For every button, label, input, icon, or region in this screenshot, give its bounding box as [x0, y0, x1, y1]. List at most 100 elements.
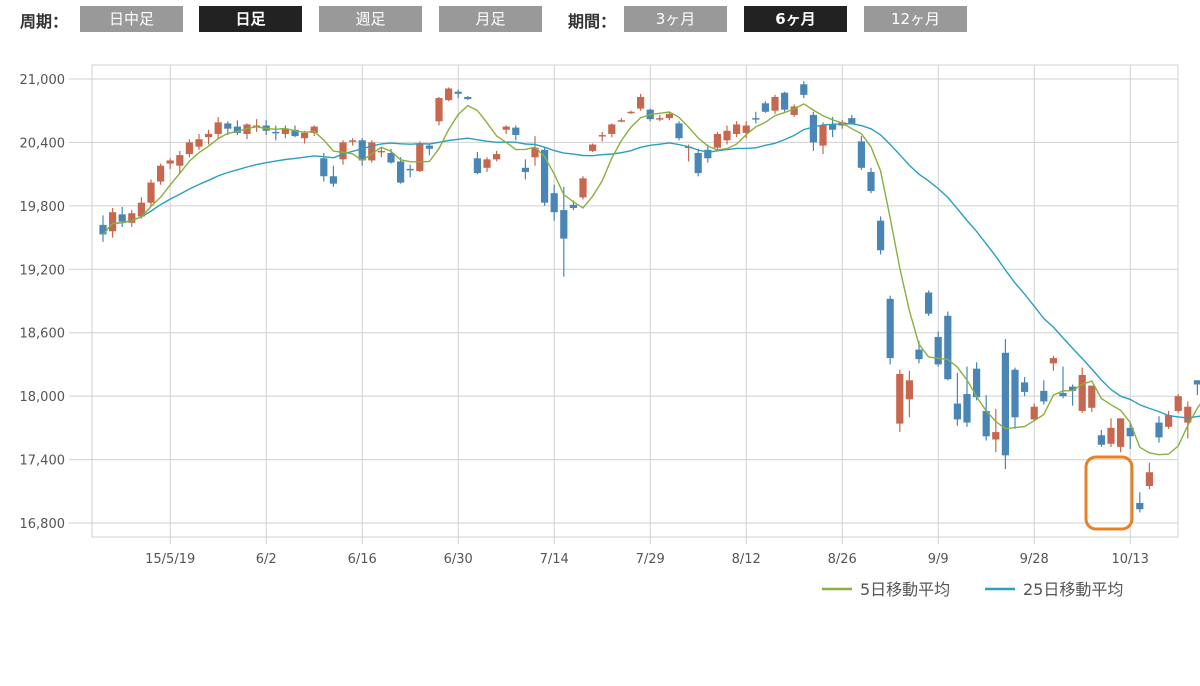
candle: [752, 111, 760, 124]
candle: [867, 167, 875, 194]
candle-body: [733, 124, 741, 134]
legend-ma25-label: 25日移動平均: [1023, 580, 1123, 599]
candle: [358, 138, 366, 166]
candle-body: [1117, 418, 1125, 447]
period-button-monthly[interactable]: 月足: [439, 6, 542, 32]
candle-body: [1097, 435, 1105, 445]
candle-body: [1088, 385, 1096, 408]
candle-body: [185, 142, 193, 155]
candle-body: [281, 128, 289, 134]
range-button-3m[interactable]: 3ヶ月: [624, 6, 727, 32]
candle-body: [1193, 380, 1200, 385]
candle-body: [1107, 427, 1115, 444]
candle-body: [829, 124, 837, 130]
candle: [1030, 403, 1038, 422]
period-button-daily[interactable]: 日足: [199, 6, 302, 32]
candle: [656, 114, 664, 122]
candle: [473, 151, 481, 175]
candle-body: [569, 204, 577, 208]
candle-body: [761, 103, 769, 112]
candle: [406, 164, 414, 178]
x-tick-label: 10/13: [1111, 552, 1148, 567]
candle: [1165, 410, 1173, 429]
candle: [166, 158, 174, 169]
candle: [416, 141, 424, 173]
candle-body: [1030, 406, 1038, 420]
candle-body: [464, 96, 472, 100]
candle: [1193, 380, 1200, 396]
candle: [1059, 366, 1067, 399]
candle: [992, 408, 1000, 453]
candle-body: [1049, 358, 1057, 364]
candle-body: [195, 139, 203, 147]
candle-body: [147, 182, 155, 203]
candle-body: [368, 142, 376, 161]
y-tick-label: 21,000: [20, 73, 66, 88]
candle-body: [541, 149, 549, 203]
candle: [137, 197, 145, 219]
candle: [617, 118, 625, 123]
candle-body: [800, 84, 808, 95]
candle: [560, 186, 568, 277]
candle: [253, 119, 261, 132]
candle-body: [377, 150, 385, 153]
candles: [99, 81, 1200, 513]
candle-body: [809, 114, 817, 143]
candle-body: [521, 167, 529, 173]
candle-body: [454, 91, 462, 94]
period-button-intraday[interactable]: 日中足: [80, 6, 183, 32]
y-tick-label: 16,800: [20, 517, 66, 532]
candle-body: [166, 160, 174, 164]
candle: [425, 143, 433, 156]
candle-body: [310, 126, 318, 133]
chart-grid: [91, 64, 1179, 544]
candle-body: [272, 131, 280, 134]
candle-body: [118, 214, 126, 222]
candle: [147, 179, 155, 206]
candle: [281, 125, 289, 139]
candle-body: [1001, 352, 1009, 456]
candle: [877, 216, 885, 255]
highlight-box: [1084, 455, 1134, 531]
candle-body: [1165, 415, 1173, 427]
candle-body: [742, 125, 750, 133]
candle: [329, 165, 337, 187]
candle: [1088, 385, 1096, 412]
candle-body: [99, 224, 107, 235]
candle-body: [109, 212, 117, 232]
candle: [454, 89, 462, 99]
candle-body: [973, 368, 981, 398]
candle: [1126, 422, 1134, 449]
candle-body: [387, 153, 395, 163]
candle-body: [1040, 390, 1048, 402]
candle: [512, 125, 520, 141]
candle: [675, 121, 683, 141]
candle: [397, 157, 405, 184]
x-tick-label: 9/9: [928, 552, 949, 567]
candle: [1049, 355, 1057, 371]
candle: [781, 91, 789, 112]
candle: [214, 117, 222, 140]
range-button-6m[interactable]: 6ヶ月: [744, 6, 847, 32]
moving-average-lines: [102, 103, 1200, 456]
candle: [800, 81, 808, 99]
period-button-weekly[interactable]: 週足: [319, 6, 422, 32]
candle: [848, 114, 856, 125]
range-button-12m[interactable]: 12ヶ月: [864, 6, 967, 32]
candle-body: [1126, 427, 1134, 437]
x-tick-label: 9/28: [1020, 552, 1049, 567]
candle: [579, 176, 587, 200]
candle: [521, 159, 529, 180]
candle: [742, 121, 750, 139]
candle: [925, 290, 933, 316]
candle: [233, 120, 241, 136]
candle-body: [848, 118, 856, 124]
y-tick-label: 19,800: [20, 200, 66, 215]
candle: [589, 143, 597, 152]
candle-body: [560, 210, 568, 239]
candle-body: [425, 145, 433, 149]
candle-body: [483, 159, 491, 168]
candle: [771, 94, 779, 114]
y-tick-label: 18,000: [20, 390, 66, 405]
